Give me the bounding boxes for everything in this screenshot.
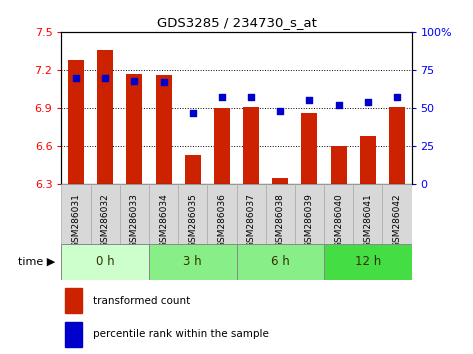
Text: 0 h: 0 h	[96, 256, 114, 268]
Point	[364, 99, 372, 105]
Text: GSM286036: GSM286036	[218, 193, 227, 248]
Bar	[178, 184, 207, 244]
Point	[247, 95, 255, 100]
Point	[393, 95, 401, 100]
Point	[189, 110, 197, 115]
Bar	[207, 184, 236, 244]
Bar	[65, 321, 82, 347]
Text: GSM286033: GSM286033	[130, 193, 139, 248]
Bar	[389, 107, 405, 184]
Text: 6 h: 6 h	[271, 256, 289, 268]
Point	[306, 97, 313, 103]
Bar	[126, 74, 142, 184]
Point	[276, 108, 284, 114]
Text: 12 h: 12 h	[355, 256, 381, 268]
Text: GSM286037: GSM286037	[246, 193, 255, 248]
Text: time ▶: time ▶	[18, 257, 55, 267]
Text: GSM286039: GSM286039	[305, 193, 314, 248]
Text: GSM286031: GSM286031	[71, 193, 80, 248]
Bar	[65, 288, 82, 314]
Bar	[214, 108, 230, 184]
Text: GSM286034: GSM286034	[159, 193, 168, 248]
Bar	[236, 184, 266, 244]
Bar	[156, 75, 172, 184]
Bar	[324, 184, 353, 244]
Bar	[266, 184, 295, 244]
Bar	[272, 178, 288, 184]
Text: percentile rank within the sample: percentile rank within the sample	[93, 329, 269, 339]
Point	[72, 75, 80, 80]
Bar	[61, 244, 149, 280]
Point	[131, 78, 138, 84]
Text: 3 h: 3 h	[184, 256, 202, 268]
Text: GSM286038: GSM286038	[276, 193, 285, 248]
Bar	[120, 184, 149, 244]
Point	[218, 95, 226, 100]
Text: GSM286035: GSM286035	[188, 193, 197, 248]
Bar	[91, 184, 120, 244]
Bar	[353, 184, 382, 244]
Point	[160, 79, 167, 85]
Bar	[236, 244, 324, 280]
Text: GSM286042: GSM286042	[393, 193, 402, 248]
Text: GSM286040: GSM286040	[334, 193, 343, 248]
Bar	[97, 50, 113, 184]
Bar	[243, 107, 259, 184]
Text: transformed count: transformed count	[93, 296, 190, 306]
Bar	[382, 184, 412, 244]
Text: GSM286041: GSM286041	[363, 193, 372, 248]
Point	[101, 75, 109, 80]
Bar	[149, 184, 178, 244]
Bar	[295, 184, 324, 244]
Point	[335, 102, 342, 108]
Bar	[301, 113, 317, 184]
Bar	[331, 146, 347, 184]
Title: GDS3285 / 234730_s_at: GDS3285 / 234730_s_at	[157, 16, 316, 29]
Bar	[185, 155, 201, 184]
Bar	[149, 244, 236, 280]
Text: GSM286032: GSM286032	[101, 193, 110, 248]
Bar	[324, 244, 412, 280]
Bar	[61, 184, 91, 244]
Bar	[360, 136, 376, 184]
Bar	[68, 60, 84, 184]
